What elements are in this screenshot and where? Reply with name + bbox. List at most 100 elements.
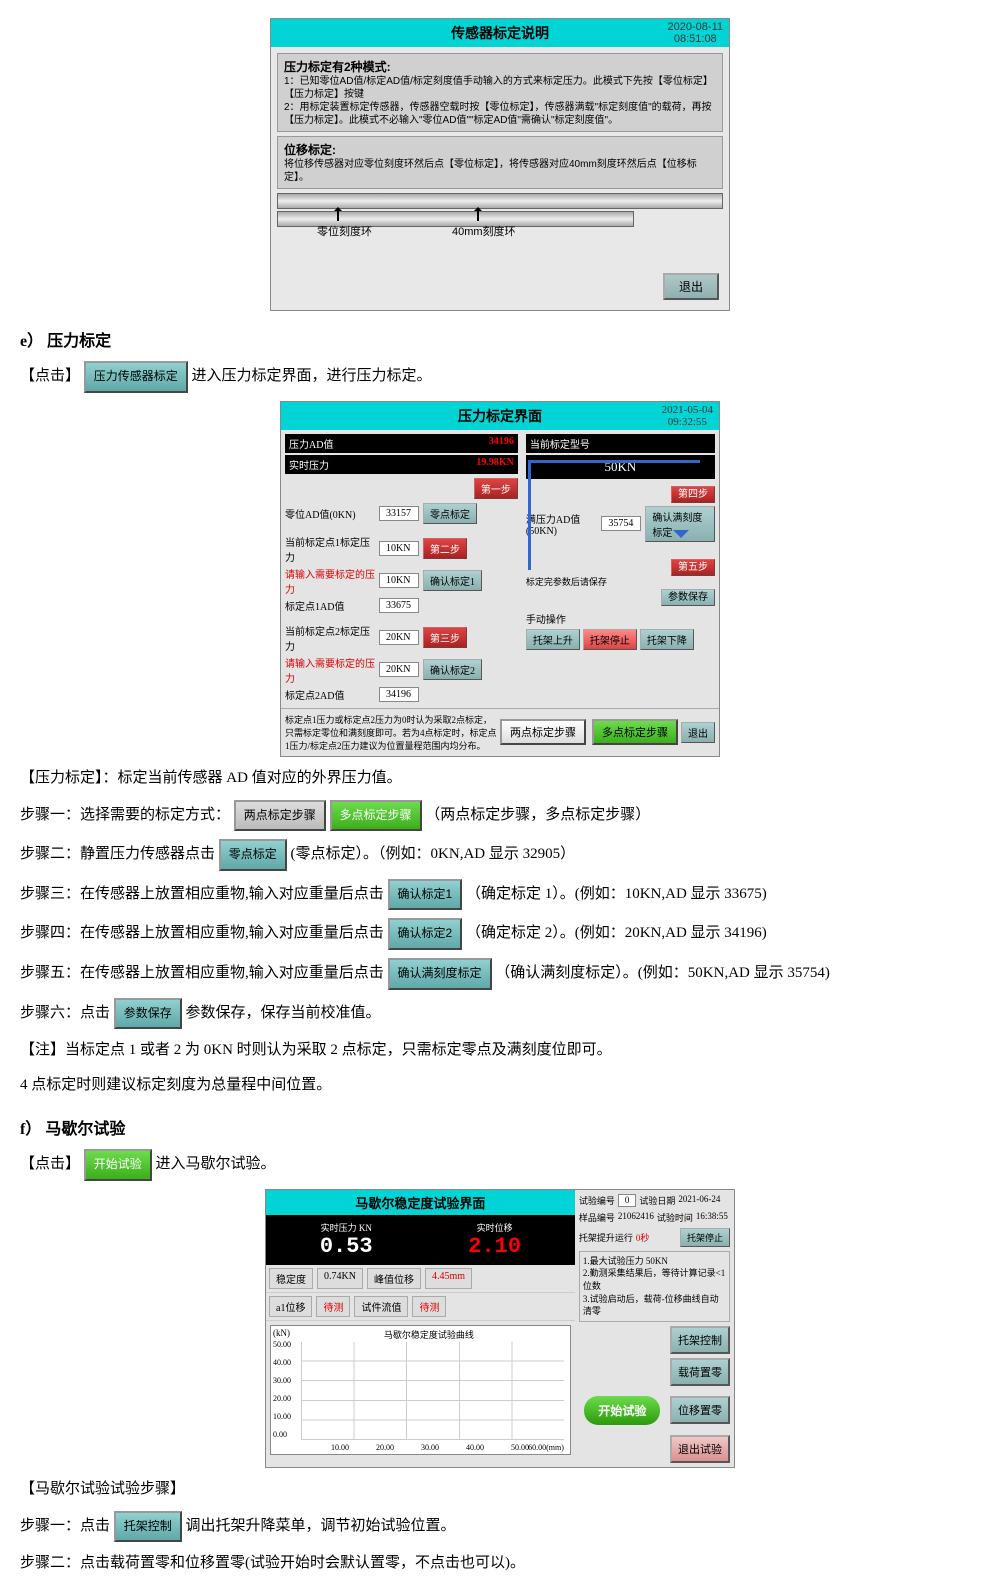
s5-text2: （确认满刻度标定）。(例如：50KN,AD 显示 35754)	[495, 965, 830, 981]
e-text2: 进入压力标定界面，进行压力标定。	[192, 368, 432, 384]
marsh-exit-button[interactable]: 退出试验	[670, 1435, 730, 1463]
tip1: 1.最大试验压力 50KN	[583, 1255, 726, 1268]
a1-label: a1位移	[269, 1296, 312, 1317]
step2-badge: 第二步	[423, 538, 467, 559]
flow-arrow-head	[673, 530, 689, 546]
zero-calib-button[interactable]: 零点标定	[423, 503, 477, 524]
zero-button[interactable]: 零点标定	[219, 839, 287, 871]
p2-ad-row: 标定点2AD值34196	[285, 687, 518, 702]
p1-ad-value: 33675	[379, 598, 419, 613]
save-button[interactable]: 参数保存	[661, 589, 715, 606]
two-point-mode-button[interactable]: 两点标定步骤	[500, 719, 586, 745]
lift-stop-button[interactable]: 托架停止	[680, 1228, 730, 1247]
start-test-button[interactable]: 开始试验	[84, 1149, 152, 1181]
multi-point-mode-button[interactable]: 多点标定步骤	[592, 719, 678, 745]
pcal-left: 压力AD值34196 实时压力19.98KN 第一步 零位AD值(0KN)331…	[281, 430, 522, 708]
confirm1-button[interactable]: 确认标定1	[423, 570, 482, 591]
zero-ad-label: 零位AD值(0KN)	[285, 506, 375, 521]
f-intro: 【点击】 开始试验 进入马歇尔试验。	[20, 1149, 980, 1181]
panel1-title-text: 传感器标定说明	[451, 25, 549, 41]
two-point-button[interactable]: 两点标定步骤	[234, 800, 326, 832]
note1: 【注】当标定点 1 或者 2 为 0KN 时则认为采取 2 点标定，只需标定零点…	[20, 1037, 980, 1064]
save-note: 标定完参数后请保存	[526, 575, 715, 588]
step5-badge: 第五步	[671, 559, 715, 576]
ytick: 30.00	[273, 1376, 291, 1385]
save-inline-button[interactable]: 参数保存	[114, 998, 182, 1030]
note2: 4 点标定时则建议标定刻度为总量程中间位置。	[20, 1072, 980, 1099]
pressure-calib-panel: 压力标定界面 2021-05-04 09:32:55 压力AD值34196 实时…	[280, 401, 720, 757]
f-text2: 进入马歇尔试验。	[156, 1156, 276, 1172]
ad-row: 压力AD值34196	[285, 434, 518, 453]
chart-yunit: (kN)	[273, 1328, 290, 1338]
frame-down-button[interactable]: 托架下降	[640, 629, 694, 650]
zero-ad-row: 零位AD值(0KN) 33157 零点标定	[285, 503, 518, 524]
confirm-full-inline-button[interactable]: 确认满刻度标定	[388, 958, 492, 990]
s1-text2: （两点标定步骤，多点标定步骤）	[425, 807, 650, 823]
multi-point-button[interactable]: 多点标定步骤	[330, 800, 422, 832]
lift-value: 0秒	[636, 1231, 650, 1244]
section-f-heading: f） 马歇尔试验	[20, 1115, 980, 1139]
confirm1-inline-button[interactable]: 确认标定1	[388, 879, 463, 911]
p2-in-value[interactable]: 20KN	[379, 662, 419, 677]
pressure-sensor-calib-button[interactable]: 压力传感器标定	[84, 361, 188, 393]
rt-label: 实时压力	[289, 457, 329, 472]
m-step2: 步骤二：点击载荷置零和位移置零(试验开始时会默认置零，不点击也可以)。	[20, 1550, 980, 1577]
frame-stop-button[interactable]: 托架停止	[583, 629, 637, 650]
ytick: 40.00	[273, 1358, 291, 1367]
pcal-note: 标定点1压力或标定点2压力为0时认为采取2点标定，只需标定零位和满刻度即可。若为…	[285, 713, 497, 752]
peak-value: 4.45mm	[425, 1268, 472, 1289]
frame-control-inline-button[interactable]: 托架控制	[114, 1511, 182, 1543]
step2-line: 步骤二：静置压力传感器点击 零点标定 (零点标定）。（例如：0KN,AD 显示 …	[20, 839, 980, 871]
frame-up-button[interactable]: 托架上升	[526, 629, 580, 650]
disp-zero-button[interactable]: 位移置零	[670, 1396, 730, 1424]
info-time: 16:38:55	[696, 1211, 728, 1224]
flow-label: 试件流值	[354, 1296, 408, 1317]
exit-button[interactable]: 退出	[663, 273, 719, 300]
load-zero-button[interactable]: 载荷置零	[670, 1358, 730, 1386]
pcal-title: 压力标定界面 2021-05-04 09:32:55	[281, 402, 719, 430]
f-text1: 【点击】	[20, 1156, 80, 1172]
info-time-label: 试验时间	[657, 1211, 693, 1224]
info-sample-label: 样品编号	[579, 1211, 615, 1224]
rod-1	[277, 193, 723, 209]
section-e-heading: e） 压力标定	[20, 327, 980, 351]
ytick: 10.00	[273, 1412, 291, 1421]
p1-row: 当前标定点1标定压力10KN第二步	[285, 534, 518, 564]
marsh-steps-title: 【马歇尔试验试验步骤】	[20, 1476, 980, 1503]
marsh-left: 马歇尔稳定度试验界面 实时压力 KN 0.53 实时位移 2.10 稳定度 0.…	[266, 1190, 575, 1467]
s4-text2: （确定标定 2）。(例如：20KN,AD 显示 34196)	[466, 926, 767, 942]
p2-row: 当前标定点2标定压力20KN第三步	[285, 623, 518, 653]
rod-label-zero: 零位刻度环	[317, 223, 372, 239]
box1-line2: 2：用标定装置标定传感器，传感器空载时按【零位标定】，传感器满载"标定刻度值"的…	[284, 101, 716, 127]
p1-ad-row: 标定点1AD值33675	[285, 598, 518, 613]
pcal-exit-button[interactable]: 退出	[681, 722, 715, 743]
s3-text2: （确定标定 1）。(例如：10KN,AD 显示 33675)	[466, 886, 767, 902]
rt-p-unit: KN	[359, 1223, 372, 1233]
xtick: 30.00	[421, 1443, 439, 1452]
model-label: 当前标定型号	[530, 436, 590, 451]
confirm2-inline-button[interactable]: 确认标定2	[388, 918, 463, 950]
p2-label: 当前标定点2标定压力	[285, 623, 375, 653]
step4-line: 步骤四：在传感器上放置相应重物,输入对应重量后点击 确认标定2 （确定标定 2）…	[20, 918, 980, 950]
rod-label-40mm: 40mm刻度环	[452, 223, 516, 239]
confirm2-button[interactable]: 确认标定2	[423, 659, 482, 680]
p1-label: 当前标定点1标定压力	[285, 534, 375, 564]
xtick: 60.00(mm)	[528, 1443, 564, 1452]
pcal-body: 压力AD值34196 实时压力19.98KN 第一步 零位AD值(0KN)331…	[281, 430, 719, 708]
frame-control-button[interactable]: 托架控制	[670, 1326, 730, 1354]
disp-calib-box: 位移标定: 将位移传感器对应零位刻度环然后点【零位标定】，将传感器对应40mm刻…	[277, 136, 723, 189]
panel1-body: 压力标定有2种模式: 1：已知零位AD值/标定AD值/标定刻度值手动输入的方式来…	[271, 47, 729, 310]
s6-text2: 参数保存，保存当前校准值。	[186, 1005, 381, 1021]
rt-disp: 实时位移 2.10	[468, 1221, 521, 1259]
info-row2: 样品编号 21062416 试验时间 16:38:55	[579, 1211, 730, 1224]
p1-in-value[interactable]: 10KN	[379, 573, 419, 588]
marsh-start-button[interactable]: 开始试验	[584, 1396, 660, 1425]
stab-value: 0.74KN	[317, 1268, 363, 1289]
zero-ad-value: 33157	[379, 506, 419, 521]
tips-box: 1.最大试验压力 50KN 2.勤测采集结果后，等待计算记录<1位数 3.试验启…	[579, 1251, 730, 1322]
s4-text: 步骤四：在传感器上放置相应重物,输入对应重量后点击	[20, 926, 384, 942]
step4-row: 第四步	[526, 485, 715, 500]
a1-row: a1位移 待测 试件流值 待测	[266, 1293, 575, 1321]
e-intro: 【点击】 压力传感器标定 进入压力标定界面，进行压力标定。	[20, 361, 980, 393]
pressure-mode-box: 压力标定有2种模式: 1：已知零位AD值/标定AD值/标定刻度值手动输入的方式来…	[277, 53, 723, 132]
